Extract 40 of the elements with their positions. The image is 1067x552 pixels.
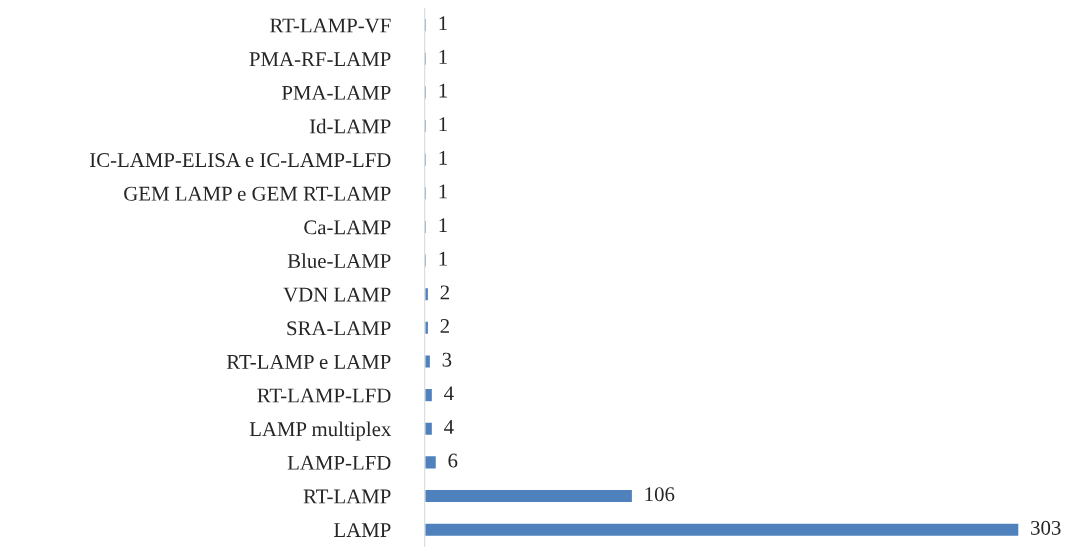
data-label: 1 <box>439 218 447 232</box>
y-tick-label: RT-LAMP <box>303 489 391 504</box>
y-tick-label: RT-LAMP-VF <box>270 18 391 33</box>
y-tick-label: Blue-LAMP <box>287 253 391 268</box>
bar <box>424 286 430 302</box>
y-tick-label: PMA-LAMP <box>281 85 391 100</box>
data-label: 1 <box>439 150 447 165</box>
data-label: 4 <box>444 420 454 434</box>
data-label: 2 <box>440 319 449 333</box>
bar <box>424 354 432 369</box>
data-label: 1 <box>439 49 447 64</box>
bar <box>424 522 1019 538</box>
data-label: 2 <box>440 285 449 300</box>
y-tick-label: RT-LAMP e LAMP <box>226 354 391 369</box>
y-tick-label: Ca-LAMP <box>304 220 391 235</box>
bar <box>424 454 438 470</box>
y-tick-label: IC-LAMP-ELISA e IC-LAMP-LFD <box>90 153 391 168</box>
y-tick-label: GEM LAMP e GEM RT-LAMP <box>124 186 391 201</box>
bar <box>424 387 434 403</box>
data-label: 4 <box>444 386 454 401</box>
bar <box>424 320 430 336</box>
data-label: 1 <box>439 251 447 266</box>
data-label: 1 <box>439 184 447 199</box>
y-tick-label: VDN LAMP <box>283 287 391 302</box>
bar <box>424 421 434 437</box>
data-label: 3 <box>442 352 452 367</box>
data-label: 1 <box>439 16 447 31</box>
data-label: 1 <box>439 83 447 98</box>
y-tick-label: SRA-LAMP <box>287 321 391 336</box>
bar <box>424 488 634 504</box>
y-tick-label: LAMP multiplex <box>249 421 392 441</box>
data-label: 303 <box>1031 520 1061 535</box>
y-tick-label: PMA-RF-LAMP <box>249 52 391 66</box>
data-label: 1 <box>439 117 447 132</box>
y-tick-label: LAMP-LFD <box>287 455 391 470</box>
data-label: 106 <box>645 487 675 502</box>
data-label: 6 <box>448 453 458 468</box>
y-tick-label: LAMP <box>334 523 391 537</box>
y-tick-label: Id-LAMP <box>309 118 391 134</box>
y-tick-label: RT-LAMP-LFD <box>257 388 391 403</box>
